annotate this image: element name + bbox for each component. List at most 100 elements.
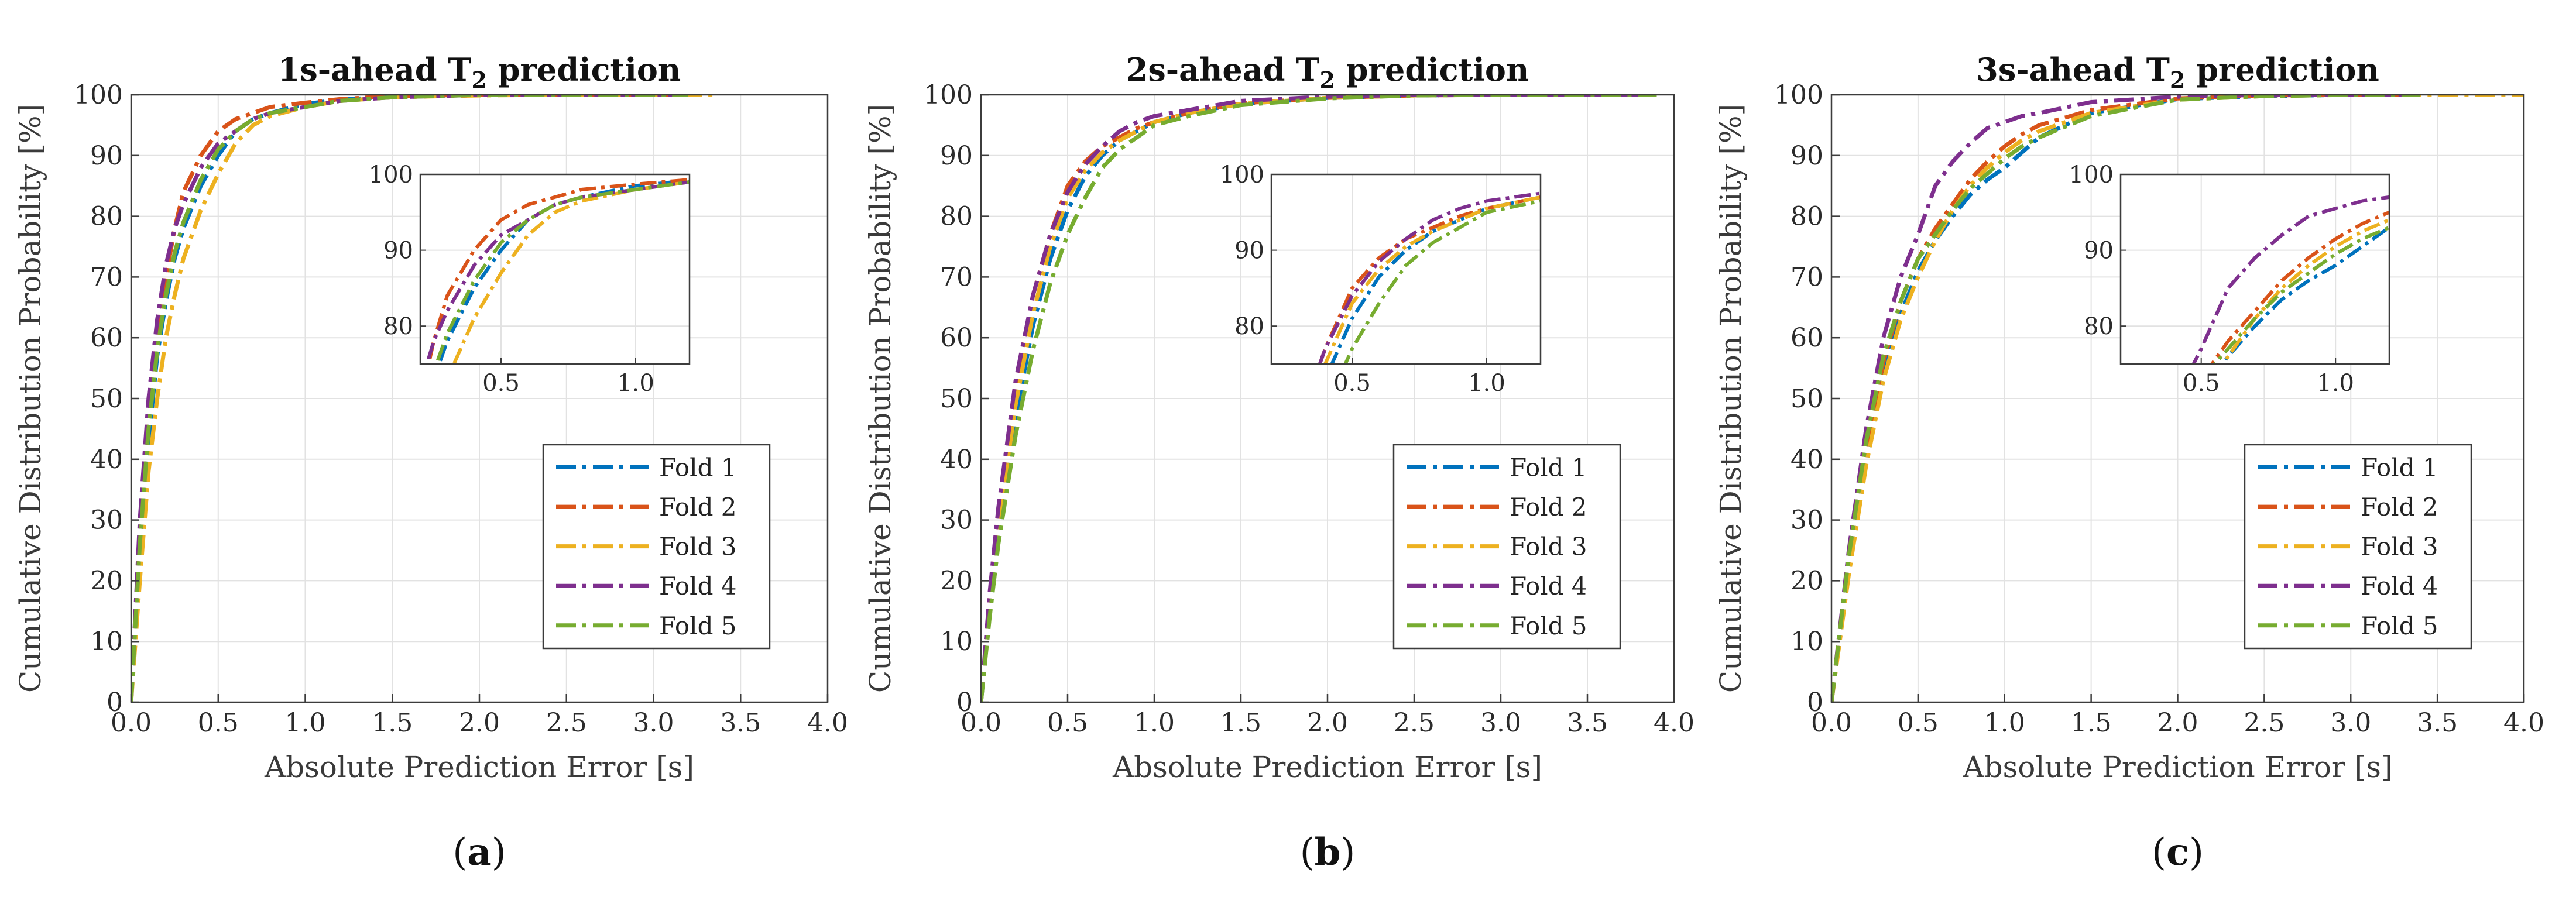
inset-x-tick-label: 0.5 — [2183, 370, 2220, 397]
panel-label-close: ) — [492, 831, 506, 874]
series-group — [1831, 95, 2524, 702]
title-subscript: 2 — [1320, 67, 1335, 93]
x-tick-label: 3.0 — [633, 708, 674, 738]
y-tick-label: 10 — [90, 627, 123, 657]
y-tick-label: 100 — [1774, 80, 1823, 110]
y-tick-label: 20 — [90, 566, 123, 596]
series-line-fold-4 — [981, 95, 1657, 702]
x-tick-label: 2.0 — [459, 708, 500, 738]
title-text-suffix: prediction — [1335, 51, 1529, 88]
title-text-suffix: prediction — [487, 51, 681, 88]
y-tick-label: 100 — [74, 80, 123, 110]
y-tick-label: 80 — [1790, 202, 1823, 232]
title-text-suffix: prediction — [2185, 51, 2379, 88]
legend-entry-fold-4: Fold 4 — [2361, 572, 2438, 600]
y-tick-label: 50 — [90, 384, 123, 414]
panel-label-close: ) — [2189, 831, 2204, 874]
inset-series-group — [425, 178, 690, 364]
y-tick-label: 20 — [940, 566, 973, 596]
y-tick-label: 100 — [924, 80, 973, 110]
y-tick-label: 40 — [1790, 445, 1823, 475]
inset-frame — [1270, 173, 1542, 365]
series-line-fold-4 — [1831, 95, 2420, 702]
series-line-fold-5 — [1831, 95, 2420, 702]
x-tick-label: 2.0 — [2157, 708, 2198, 738]
x-axis-label: Absolute Prediction Error [s] — [1963, 750, 2393, 784]
inset-frame — [419, 173, 691, 365]
series-line-fold-5 — [131, 95, 688, 702]
x-tick-label: 0.0 — [961, 708, 1001, 738]
inset-y-tick-label: 90 — [1234, 238, 1264, 264]
y-tick-label: 50 — [1790, 384, 1823, 414]
panel-label-letter: a — [467, 830, 491, 874]
x-tick-label: 1.0 — [285, 708, 326, 738]
y-axis-label: Cumulative Distribution Probability [%] — [13, 104, 47, 693]
legend: Fold 1 Fold 2 Fold 3 Fold 4 Fold 5 — [542, 444, 771, 650]
legend-box — [2244, 444, 2472, 650]
x-tick-label: 4.0 — [807, 708, 848, 738]
x-tick-label: 0.0 — [111, 708, 152, 738]
x-tick-label: 1.5 — [372, 708, 413, 738]
legend-entry-fold-1: Fold 1 — [659, 454, 737, 482]
inset-area — [2121, 174, 2389, 364]
y-tick-label: 30 — [1790, 506, 1823, 535]
y-tick-label: 70 — [90, 262, 123, 292]
legend-entry-fold-5: Fold 5 — [659, 611, 737, 640]
inset-zoom: 0.5 1.0 80 90 100 — [1220, 162, 1542, 397]
inset-series-group — [2191, 195, 2389, 364]
y-tick-label: 0 — [1807, 688, 1823, 717]
legend-entry-fold-3: Fold 3 — [1510, 532, 1587, 561]
panel-label-open: ( — [1300, 831, 1315, 874]
y-tick-label: 80 — [90, 202, 123, 232]
chart-title: 2s-ahead T2 prediction — [1126, 51, 1529, 93]
y-tick-label: 40 — [940, 445, 973, 475]
y-tick-label: 70 — [940, 262, 973, 292]
y-tick-label: 10 — [940, 627, 973, 657]
x-axis-label: Absolute Prediction Error [s] — [1112, 750, 1542, 784]
x-tick-label: 0.0 — [1811, 708, 1852, 738]
x-tick-label: 2.5 — [2244, 708, 2285, 738]
y-tick-label: 0 — [956, 688, 973, 717]
legend-box — [542, 444, 771, 650]
y-tick-label: 20 — [1790, 566, 1823, 596]
inset-x-tick-label: 0.5 — [1333, 370, 1371, 397]
x-tick-label: 3.5 — [2417, 708, 2458, 738]
panel-label: (b) — [1300, 830, 1356, 874]
inset-y-tick-label: 100 — [2069, 162, 2114, 188]
x-tick-label: 2.5 — [1394, 708, 1435, 738]
legend-entry-fold-1: Fold 1 — [1510, 454, 1587, 482]
inset-zoom: 0.5 1.0 80 90 100 — [369, 162, 691, 397]
chart-panel-b: 0.0 0.5 1.0 1.5 2.0 2.5 3.0 3.5 4.0 0 10 20 30 40 50 60… — [863, 51, 1695, 874]
x-tick-label: 1.5 — [1220, 708, 1261, 738]
inset-series-line-fold-4 — [2191, 195, 2389, 364]
x-tick-label: 4.0 — [2503, 708, 2544, 738]
legend-entry-fold-5: Fold 5 — [2361, 611, 2438, 640]
y-tick-label: 30 — [90, 506, 123, 535]
series-line-fold-5 — [981, 95, 1657, 702]
panel-label-letter: b — [1315, 830, 1341, 874]
panel-label: (a) — [452, 830, 506, 874]
inset-y-tick-label: 100 — [369, 162, 413, 188]
inset-area — [420, 174, 690, 364]
panel-label-letter: c — [2166, 830, 2189, 874]
y-tick-label: 60 — [90, 323, 123, 353]
y-tick-label: 10 — [1790, 627, 1823, 657]
inset-y-tick-label: 80 — [1234, 313, 1264, 340]
inset-x-tick-label: 0.5 — [482, 370, 520, 397]
x-tick-label: 3.5 — [1567, 708, 1608, 738]
x-tick-label: 3.5 — [720, 708, 761, 738]
panel-label-open: ( — [452, 831, 467, 874]
inset-series-line-fold-5 — [2212, 225, 2389, 364]
inset-zoom: 0.5 1.0 80 90 100 — [2069, 162, 2390, 397]
series-line-fold-4 — [131, 95, 688, 702]
legend-entry-fold-4: Fold 4 — [1510, 572, 1587, 600]
panel-label-open: ( — [2152, 831, 2166, 874]
y-tick-label: 90 — [90, 141, 123, 171]
legend-entry-fold-2: Fold 2 — [2361, 493, 2438, 521]
y-tick-label: 40 — [90, 445, 123, 475]
series-group — [131, 95, 715, 702]
legend-entry-fold-3: Fold 3 — [2361, 532, 2438, 561]
legend-box — [1392, 444, 1621, 650]
x-tick-label: 0.5 — [198, 708, 239, 738]
